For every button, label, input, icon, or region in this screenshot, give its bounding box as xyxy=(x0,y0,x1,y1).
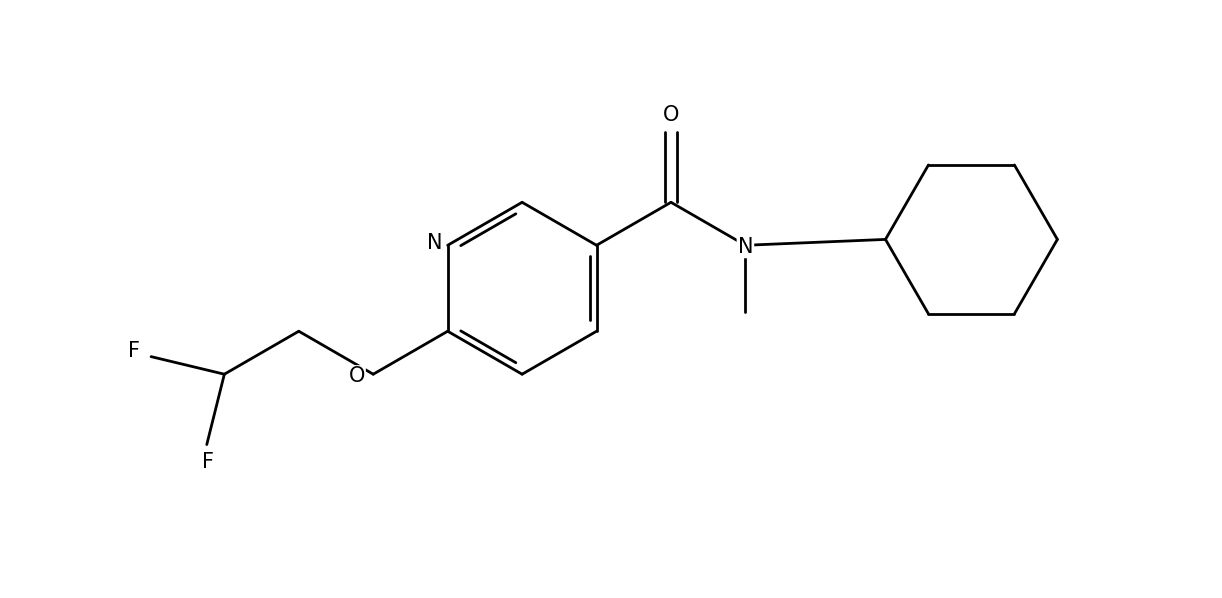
Text: O: O xyxy=(348,366,365,386)
Text: F: F xyxy=(128,341,141,361)
Text: O: O xyxy=(662,105,679,126)
Text: N: N xyxy=(738,237,753,257)
Text: N: N xyxy=(428,233,442,254)
Text: F: F xyxy=(202,452,214,472)
